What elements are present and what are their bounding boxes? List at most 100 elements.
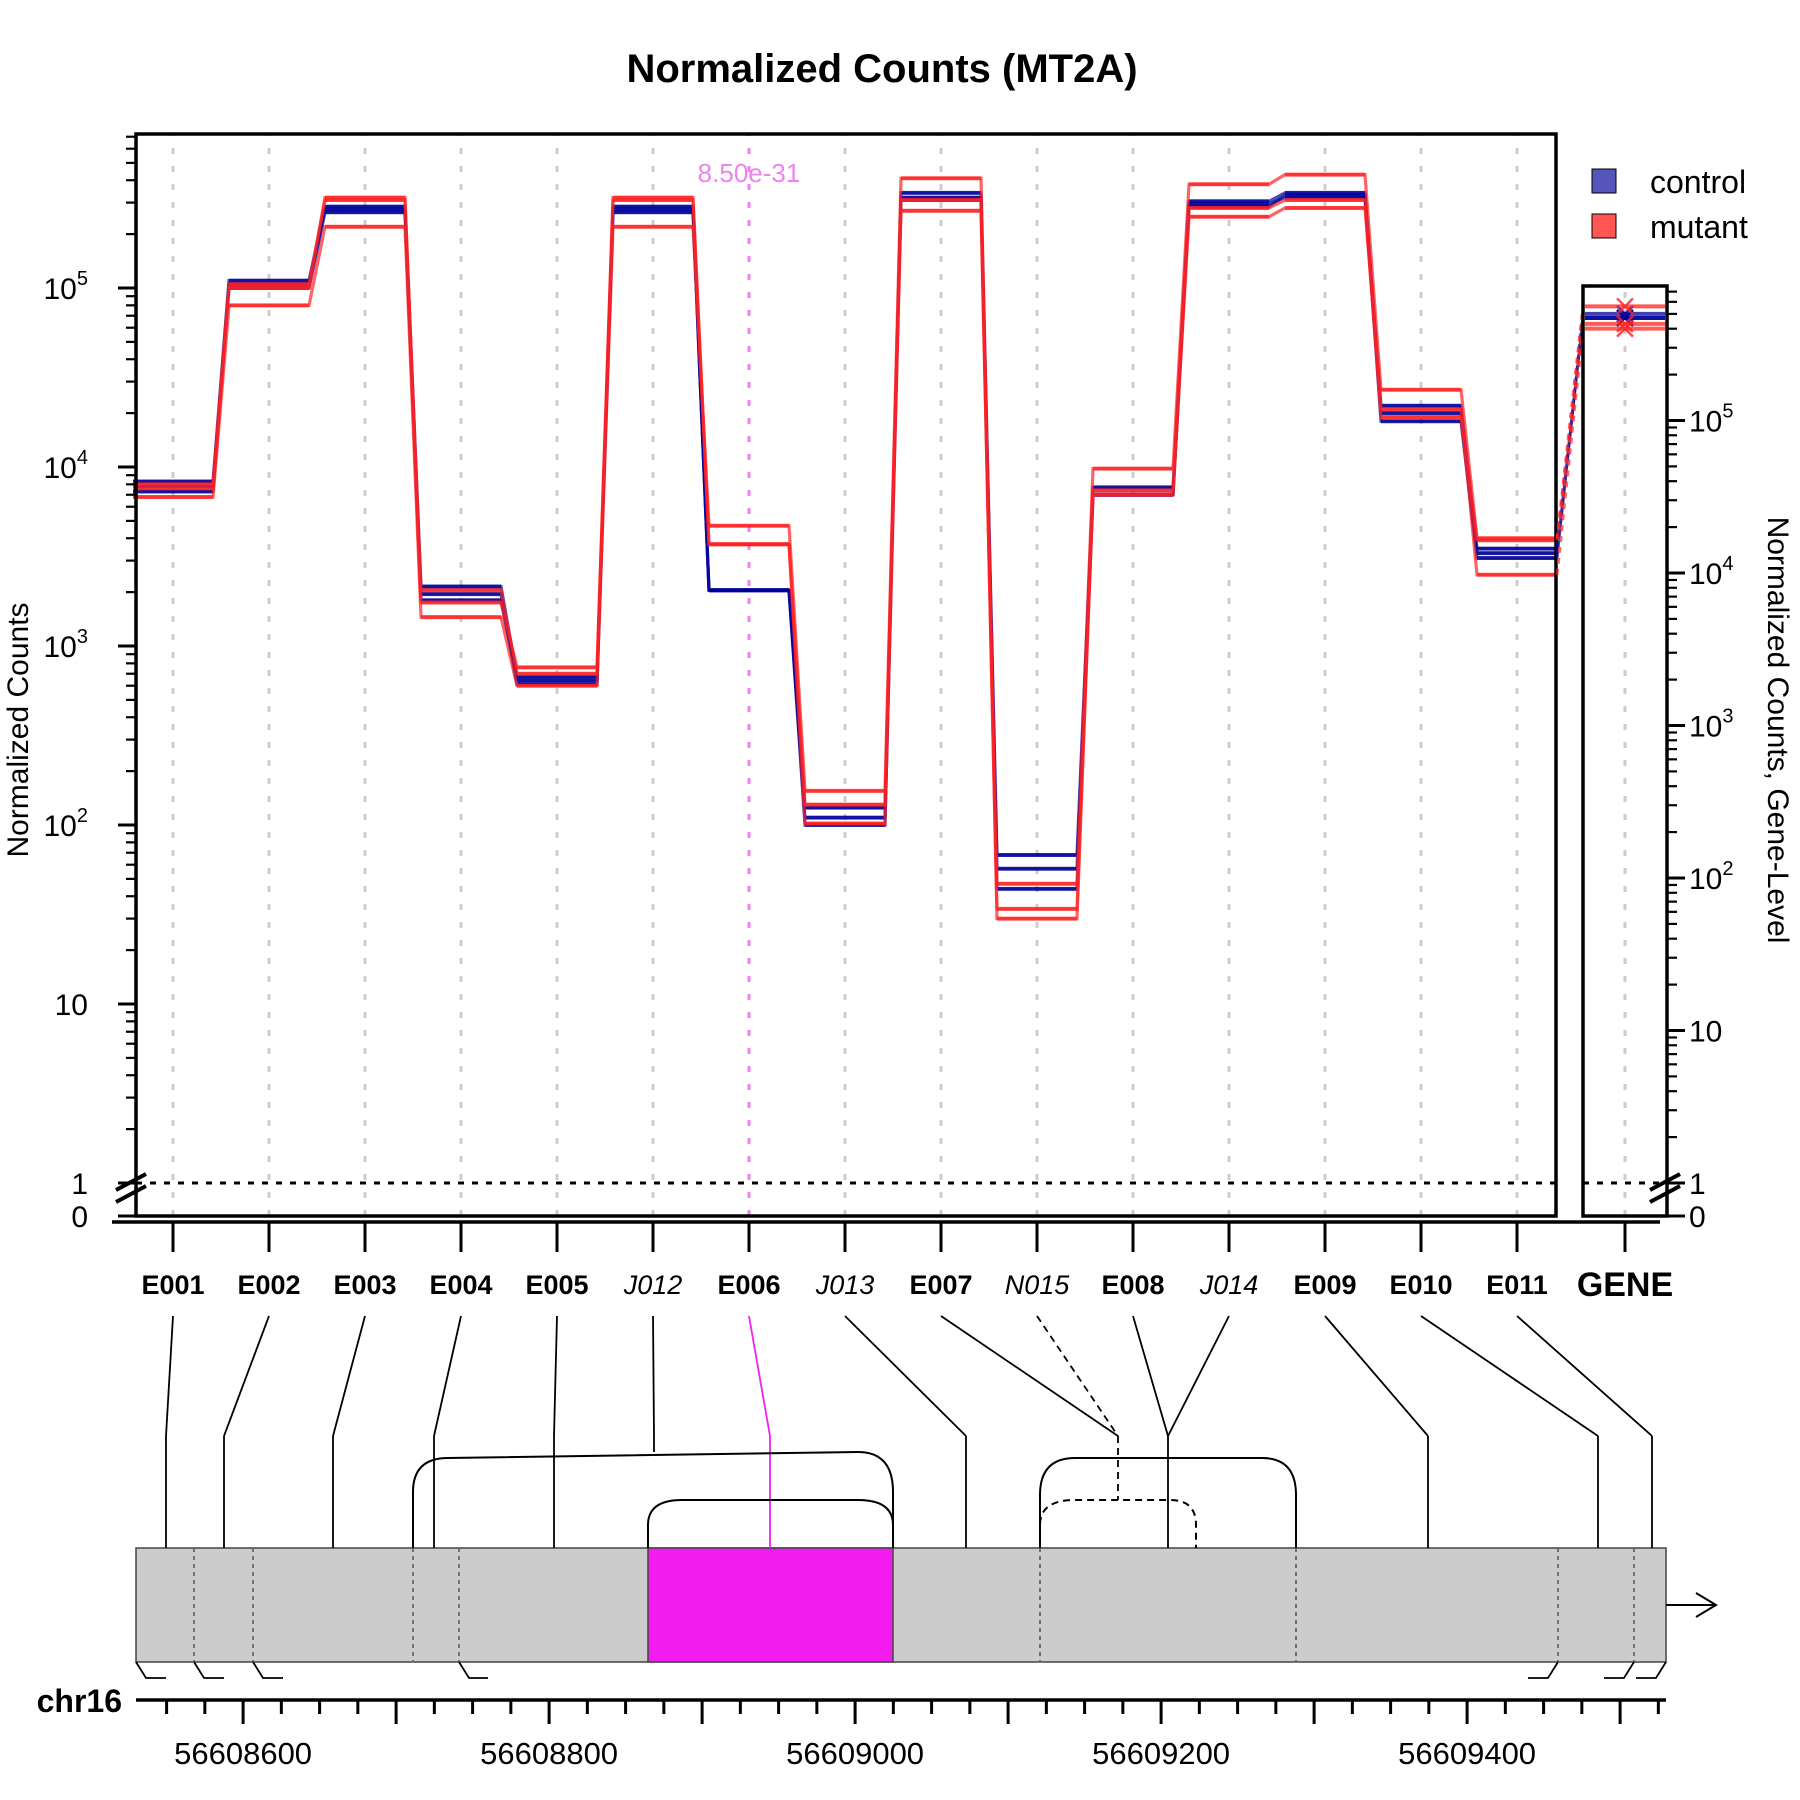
junction-arc-J012 xyxy=(412,1450,894,1548)
series-control-rep2 xyxy=(133,195,1557,871)
gene-plot-frame xyxy=(1581,284,1669,1218)
y-tick-exp-100: 2 xyxy=(77,805,88,827)
connector-E006 xyxy=(748,1315,771,1437)
chromosome-label: chr16 xyxy=(37,1683,122,1719)
genome-tick-label-56609200: 56609200 xyxy=(1092,1736,1230,1771)
y-tick-label-10000: 104 xyxy=(44,447,89,485)
feature-label-E003: E003 xyxy=(333,1270,396,1300)
connector-E011 xyxy=(1516,1315,1653,1437)
chart-title: Normalized Counts (MT2A) xyxy=(626,47,1137,91)
gene-body xyxy=(135,1547,1667,1663)
gene-ramp-mutant-rep1 xyxy=(1555,306,1585,539)
y2-tick-exp-100000: 5 xyxy=(1722,401,1733,423)
y2-tick-label-100: 102 xyxy=(1689,858,1734,896)
connector-E004 xyxy=(433,1315,462,1437)
genome-tick-label-56609400: 56609400 xyxy=(1398,1736,1536,1771)
series-control-rep3 xyxy=(133,193,1557,891)
legend-swatch-control xyxy=(1591,168,1617,194)
connector-E010 xyxy=(1420,1315,1599,1437)
exon-bracket xyxy=(1528,1661,1559,1679)
feature-label-E009: E009 xyxy=(1293,1270,1356,1300)
feature-label-N015: N015 xyxy=(1005,1270,1071,1300)
y-axis-label-right: Normalized Counts, Gene-Level xyxy=(1761,517,1794,944)
y-tick-label-0: 0 xyxy=(71,1201,88,1234)
plot-frame xyxy=(134,132,1558,1218)
feature-label-E008: E008 xyxy=(1101,1270,1164,1300)
connector-E007 xyxy=(940,1315,1119,1437)
feature-label-E007: E007 xyxy=(909,1270,972,1300)
pvalue-annotation: 8.50e-31 xyxy=(698,158,801,188)
y-tick-exp-1000: 3 xyxy=(77,626,88,648)
gene-level-plot-area: 01 10 102 103 104 105 xyxy=(1555,284,1734,1234)
y-axis-label: Normalized Counts xyxy=(2,602,35,857)
junction-arc-J013 xyxy=(647,1499,894,1548)
y-tick-exp-100000: 5 xyxy=(77,268,88,290)
y-tick-label-100: 102 xyxy=(44,805,89,843)
feature-label-E011: E011 xyxy=(1486,1270,1548,1300)
strand-arrow-head xyxy=(1695,1592,1718,1618)
series-mutant-rep2 xyxy=(133,195,1557,911)
feature-label-J013: J013 xyxy=(815,1270,875,1300)
axis-break-left xyxy=(115,1172,147,1204)
feature-label-E006: E006 xyxy=(717,1270,780,1300)
exon-bracket xyxy=(135,1661,166,1679)
legend-label-mutant: mutant xyxy=(1650,209,1748,245)
y2-tick-exp-10000: 4 xyxy=(1722,553,1733,575)
connector-E002 xyxy=(223,1315,270,1437)
genome-tick-label-56608800: 56608800 xyxy=(480,1736,618,1771)
y2-tick-exp-100: 2 xyxy=(1722,858,1733,880)
legend-label-control: control xyxy=(1650,164,1746,200)
connector-E003 xyxy=(332,1315,366,1437)
y-tick-label-1000: 103 xyxy=(44,626,89,664)
y2-tick-label-1000: 103 xyxy=(1689,706,1734,744)
feature-label-J014: J014 xyxy=(1199,1270,1259,1300)
feature-label-E010: E010 xyxy=(1389,1270,1452,1300)
feature-label-J012: J012 xyxy=(623,1270,683,1300)
gene-level-marker-mutant-rep3 xyxy=(1616,315,1634,333)
legend: control mutant xyxy=(1591,164,1748,245)
connector-E001 xyxy=(165,1315,174,1437)
feature-label-E004: E004 xyxy=(429,1270,492,1300)
connector-E009 xyxy=(1324,1315,1429,1437)
y2-tick-exp-1000: 3 xyxy=(1722,706,1733,728)
junction-arc-J014 xyxy=(1039,1457,1297,1548)
axis-break-right xyxy=(1649,1172,1681,1204)
exon-bracket xyxy=(252,1661,283,1679)
y-tick-label-100000: 105 xyxy=(44,268,89,306)
feature-label-gene: GENE xyxy=(1577,1266,1673,1304)
gene-ramp-mutant-rep2 xyxy=(1555,328,1585,575)
connector-J014 xyxy=(1167,1315,1230,1437)
y2-tick-label-0: 0 xyxy=(1689,1201,1706,1234)
exon-bracket xyxy=(1636,1661,1667,1679)
genome-tick-label-56608600: 56608600 xyxy=(174,1736,312,1771)
gene-ramp-mutant-rep3 xyxy=(1555,323,1585,541)
feature-label-E005: E005 xyxy=(525,1270,588,1300)
connector-J012 xyxy=(652,1315,655,1437)
junction-arc-N015 xyxy=(1039,1499,1197,1548)
series-mutant-rep3 xyxy=(133,198,1557,921)
feature-label-E001: E001 xyxy=(141,1270,204,1300)
connector-J013 xyxy=(844,1315,967,1437)
main-plot-area: 01 10 102 103 104 105 xyxy=(44,132,1660,1252)
exon-bracket xyxy=(193,1661,224,1679)
legend-swatch-mutant xyxy=(1591,213,1617,239)
genome-axis: chr16 56608600 56608800 56609000 56609200 566… xyxy=(37,1683,1666,1771)
exon-bracket xyxy=(458,1661,488,1679)
y-tick-exp-10000: 4 xyxy=(77,447,88,469)
gene-model xyxy=(135,1436,1718,1679)
feature-labels: E001 E002 E003 E004 E005 J012 E006 J013 E007 N015… xyxy=(141,1266,1673,1304)
y-tick-label-1: 1 xyxy=(71,1168,88,1201)
connector-N015 xyxy=(1036,1315,1119,1437)
gene-level-marker-mutant-rep1 xyxy=(1616,297,1634,316)
connector-E005 xyxy=(553,1315,558,1437)
feature-connectors xyxy=(165,1315,1653,1437)
feature-label-E002: E002 xyxy=(237,1270,300,1300)
y2-tick-label-10000: 104 xyxy=(1689,553,1734,591)
y2-tick-label-1: 1 xyxy=(1689,1168,1706,1201)
connector-E008 xyxy=(1132,1315,1169,1437)
y2-tick-label-10: 10 xyxy=(1689,1016,1722,1049)
genome-tick-label-56609000: 56609000 xyxy=(786,1736,924,1771)
y2-tick-label-100000: 105 xyxy=(1689,401,1734,439)
highlighted-exon-E006 xyxy=(647,1547,894,1663)
